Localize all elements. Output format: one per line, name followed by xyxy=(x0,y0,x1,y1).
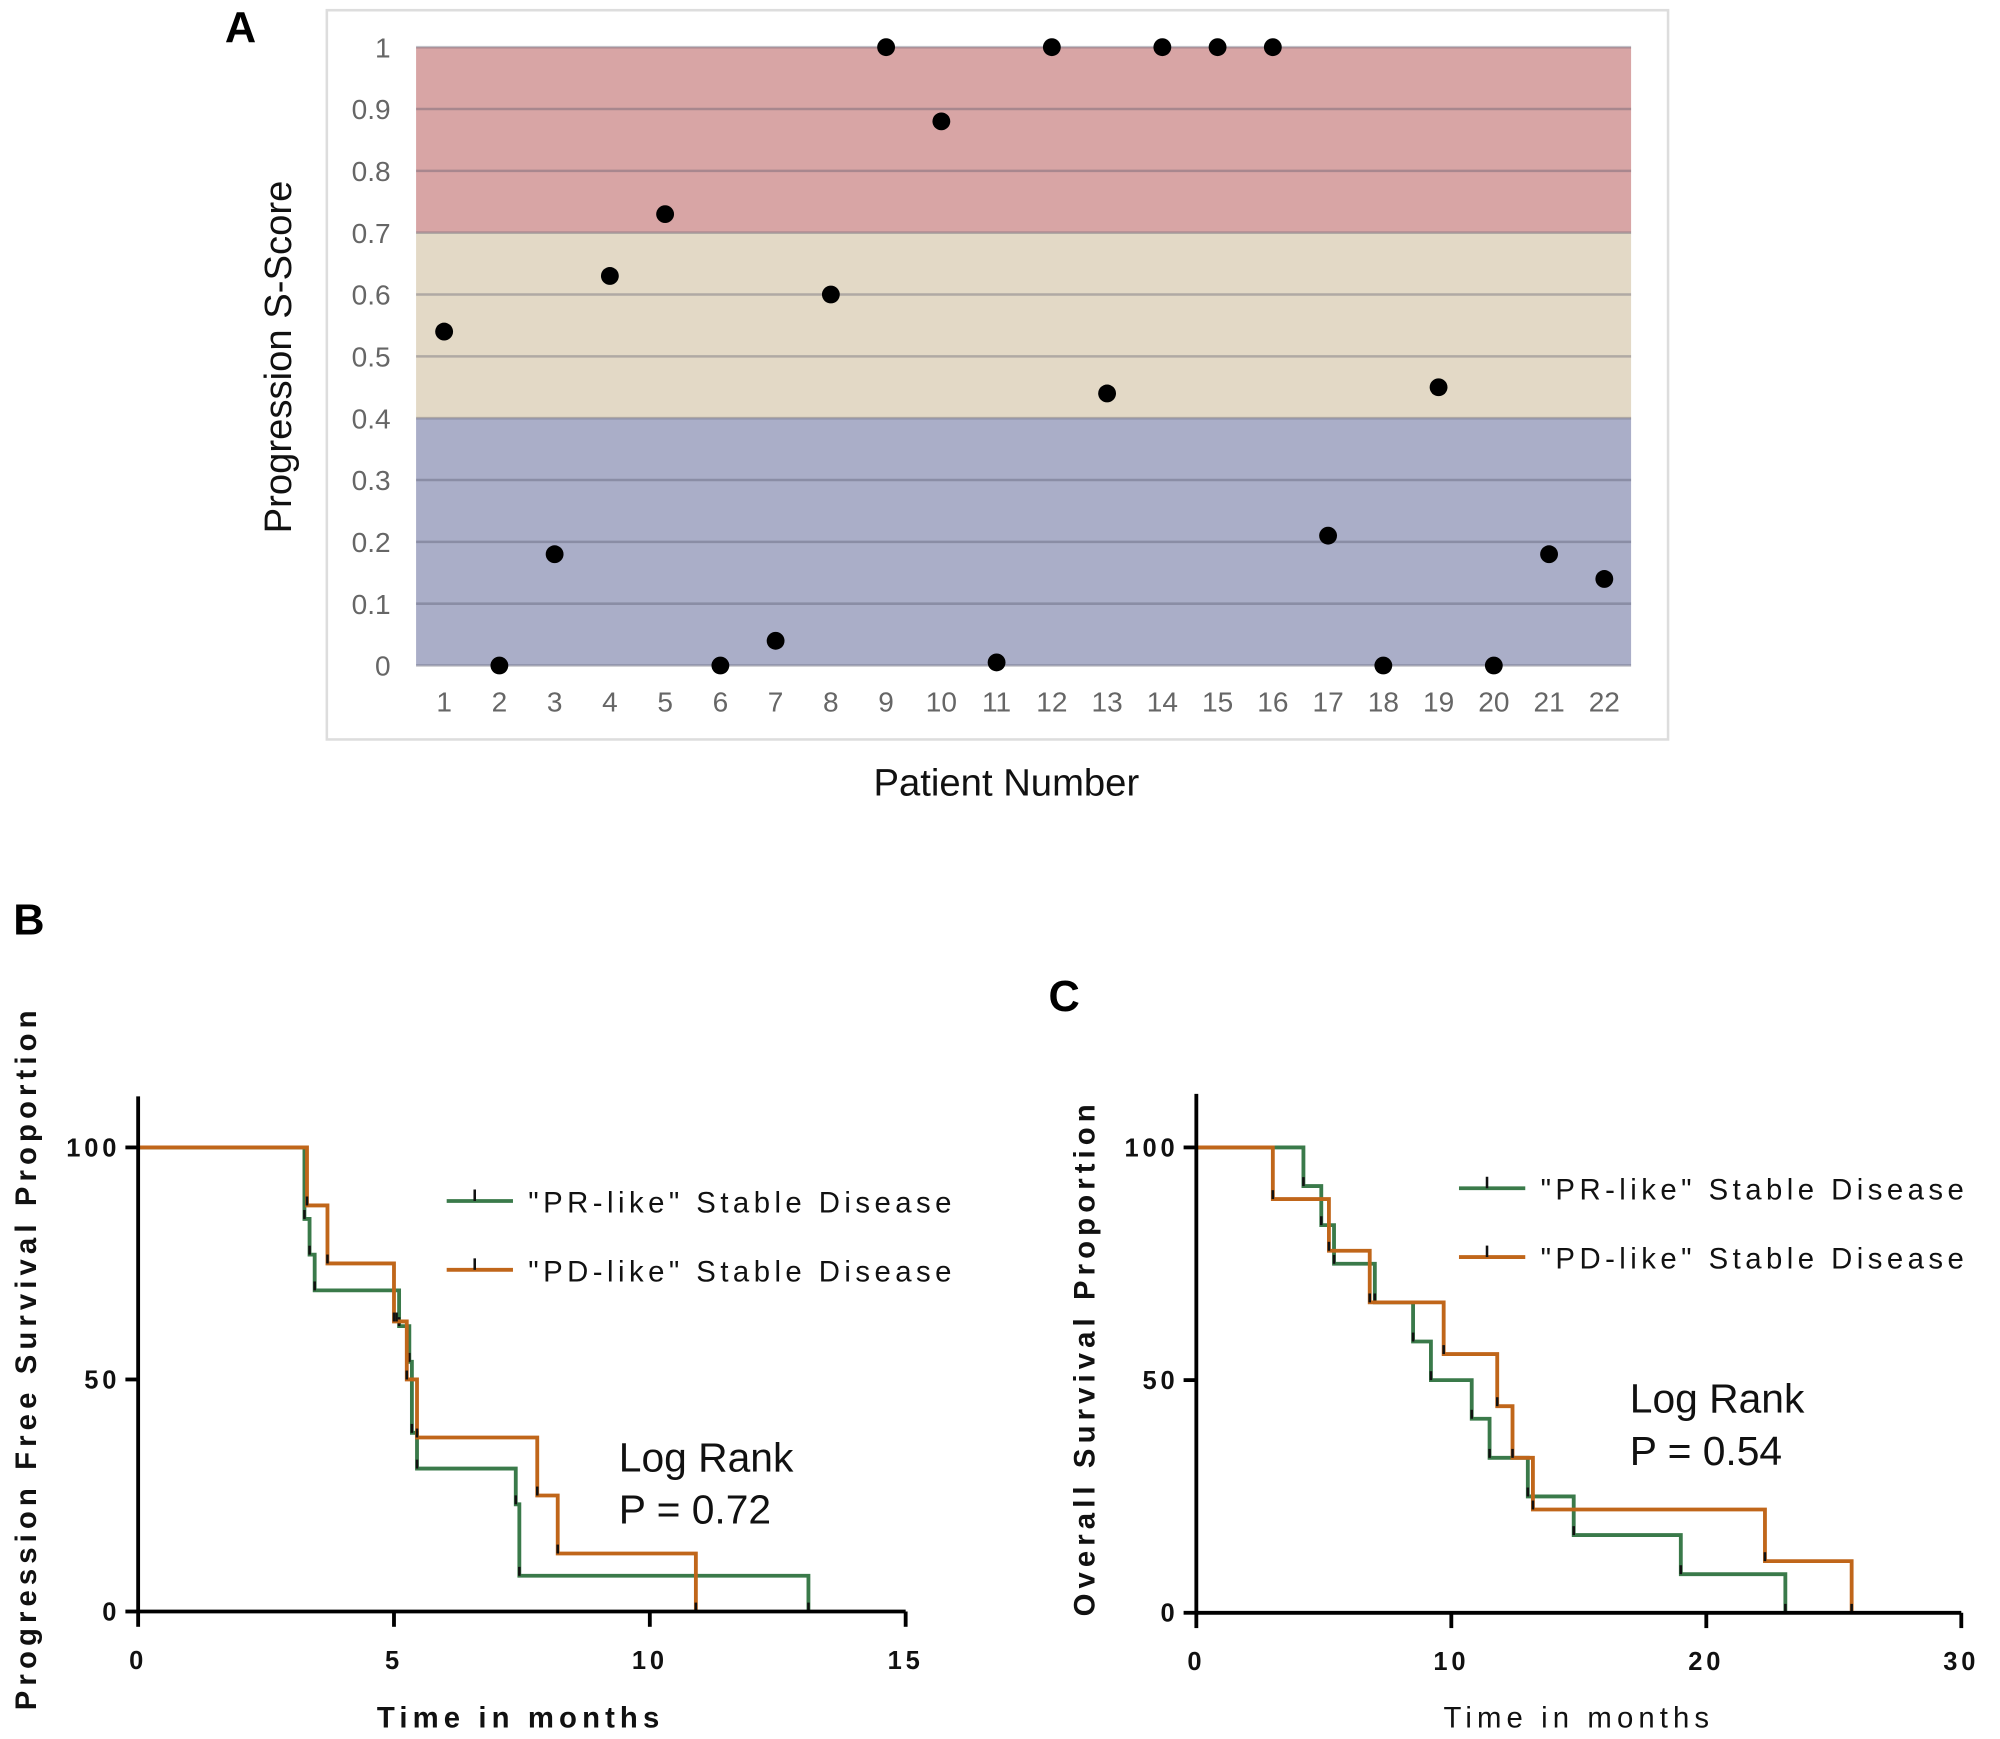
y-tick-label: 0.5 xyxy=(352,342,391,373)
data-point-patient-12 xyxy=(1042,38,1061,57)
chart-b-logrank: Log Rank xyxy=(619,1434,794,1480)
data-point-patient-17 xyxy=(1319,526,1338,545)
data-point-patient-14 xyxy=(1153,38,1172,57)
km-curve-1 xyxy=(138,1145,698,1612)
x-tick-label: 21 xyxy=(1533,686,1564,717)
x-tick-label: 17 xyxy=(1312,686,1343,717)
data-point-patient-20 xyxy=(1484,656,1503,675)
x-tick-label: 13 xyxy=(1092,686,1123,717)
y-tick-label: 1 xyxy=(375,32,391,63)
data-point-patient-7 xyxy=(766,631,785,650)
x-tick-label: 20 xyxy=(1688,1648,1724,1676)
chart-c: "PR-like" Stable Disease "PD-like" Stable… xyxy=(1124,1093,1979,1676)
legend-label-1: "PD-like" Stable Disease xyxy=(528,1255,956,1288)
x-tick-label: 30 xyxy=(1943,1648,1979,1676)
x-tick-label: 6 xyxy=(713,686,729,717)
x-tick-label: 7 xyxy=(768,686,784,717)
x-tick-label: 10 xyxy=(926,686,957,717)
x-tick-label: 18 xyxy=(1368,686,1399,717)
x-tick-label: 10 xyxy=(1433,1648,1469,1676)
data-point-patient-21 xyxy=(1540,545,1558,564)
chart-a-ylabel: Progression S-Score xyxy=(257,181,300,534)
km-curve-1 xyxy=(1196,1145,1854,1613)
panel-label-c: C xyxy=(1048,973,1079,1021)
data-point-patient-4 xyxy=(600,267,619,285)
chart-a-xlabel: Patient Number xyxy=(874,762,1140,805)
x-tick-label: 15 xyxy=(888,1647,924,1675)
legend-label-0: "PR-like" Stable Disease xyxy=(528,1186,956,1219)
x-tick-label: 2 xyxy=(492,686,508,717)
chart-b-xlabel: Time in months xyxy=(377,1702,664,1735)
y-tick-label: 100 xyxy=(1124,1134,1178,1162)
data-point-patient-2 xyxy=(490,656,509,675)
band-2 xyxy=(416,47,1632,233)
y-tick-label: 0 xyxy=(102,1598,120,1626)
y-tick-label: 0.9 xyxy=(352,94,391,125)
x-tick-label: 3 xyxy=(547,686,563,717)
legend-label-0: "PR-like" Stable Disease xyxy=(1541,1174,1969,1207)
x-tick-label: 0 xyxy=(129,1647,147,1675)
chart-b: "PR-like" Stable Disease "PD-like" Stable… xyxy=(66,1096,956,1675)
chart-c-logrank: Log Rank xyxy=(1630,1376,1805,1422)
data-point-patient-11 xyxy=(987,653,1006,672)
x-tick-label: 5 xyxy=(657,686,673,717)
x-tick-label: 14 xyxy=(1147,686,1178,717)
y-tick-label: 0.3 xyxy=(352,465,391,496)
data-point-patient-5 xyxy=(656,205,675,224)
x-tick-label: 1 xyxy=(436,686,452,717)
y-tick-label: 0.4 xyxy=(352,403,391,434)
chart-c-ylabel: Overall Survival Proportion xyxy=(1068,1099,1101,1616)
data-point-patient-3 xyxy=(545,545,564,564)
chart-a: 00.10.20.30.40.50.60.70.80.911 2 3 4 5 6 7 8 9 10… xyxy=(352,32,1632,717)
y-tick-label: 0.2 xyxy=(352,527,391,558)
data-point-patient-13 xyxy=(1098,384,1117,403)
y-tick-label: 50 xyxy=(1142,1367,1178,1395)
x-tick-label: 9 xyxy=(878,686,894,717)
x-tick-label: 15 xyxy=(1202,686,1233,717)
data-point-patient-9 xyxy=(877,38,896,57)
chart-c-pvalue: P = 0.54 xyxy=(1630,1428,1782,1474)
chart-b-ylabel: Progression Free Survival Proportion xyxy=(10,1005,43,1710)
x-tick-label: 4 xyxy=(602,686,618,717)
y-tick-label: 0.6 xyxy=(352,280,391,311)
km-curve-0 xyxy=(138,1145,811,1612)
data-point-patient-10 xyxy=(932,112,951,131)
data-point-patient-6 xyxy=(711,656,730,675)
x-tick-label: 11 xyxy=(982,686,1011,717)
chart-c-xlabel: Time in months xyxy=(1443,1702,1714,1735)
y-tick-label: 50 xyxy=(84,1366,120,1394)
x-tick-label: 8 xyxy=(823,686,839,717)
panel-label-a: A xyxy=(225,4,256,52)
x-tick-label: 10 xyxy=(632,1647,668,1675)
x-tick-label: 22 xyxy=(1589,686,1620,717)
y-tick-label: 0.1 xyxy=(352,589,391,620)
y-tick-label: 100 xyxy=(66,1134,120,1162)
chart-b-pvalue: P = 0.72 xyxy=(619,1487,771,1533)
panel-label-b: B xyxy=(13,897,44,945)
data-point-patient-22 xyxy=(1595,570,1614,588)
band-0 xyxy=(416,418,1632,666)
x-tick-label: 16 xyxy=(1257,686,1288,717)
data-point-patient-18 xyxy=(1374,656,1393,675)
y-tick-label: 0.8 xyxy=(352,156,391,187)
x-tick-label: 19 xyxy=(1423,686,1454,717)
x-tick-label: 0 xyxy=(1187,1648,1205,1676)
data-point-patient-8 xyxy=(821,285,840,304)
x-tick-label: 5 xyxy=(385,1647,403,1675)
data-point-patient-19 xyxy=(1429,378,1448,397)
y-tick-label: 0 xyxy=(1160,1600,1178,1628)
band-1 xyxy=(416,232,1632,419)
data-point-patient-15 xyxy=(1208,38,1227,57)
data-point-patient-1 xyxy=(435,322,454,341)
legend-label-1: "PD-like" Stable Disease xyxy=(1541,1243,1969,1276)
data-point-patient-16 xyxy=(1263,38,1282,57)
y-tick-label: 0 xyxy=(375,651,391,682)
y-tick-label: 0.7 xyxy=(352,218,391,249)
x-tick-label: 12 xyxy=(1036,686,1067,717)
x-tick-label: 20 xyxy=(1478,686,1509,717)
